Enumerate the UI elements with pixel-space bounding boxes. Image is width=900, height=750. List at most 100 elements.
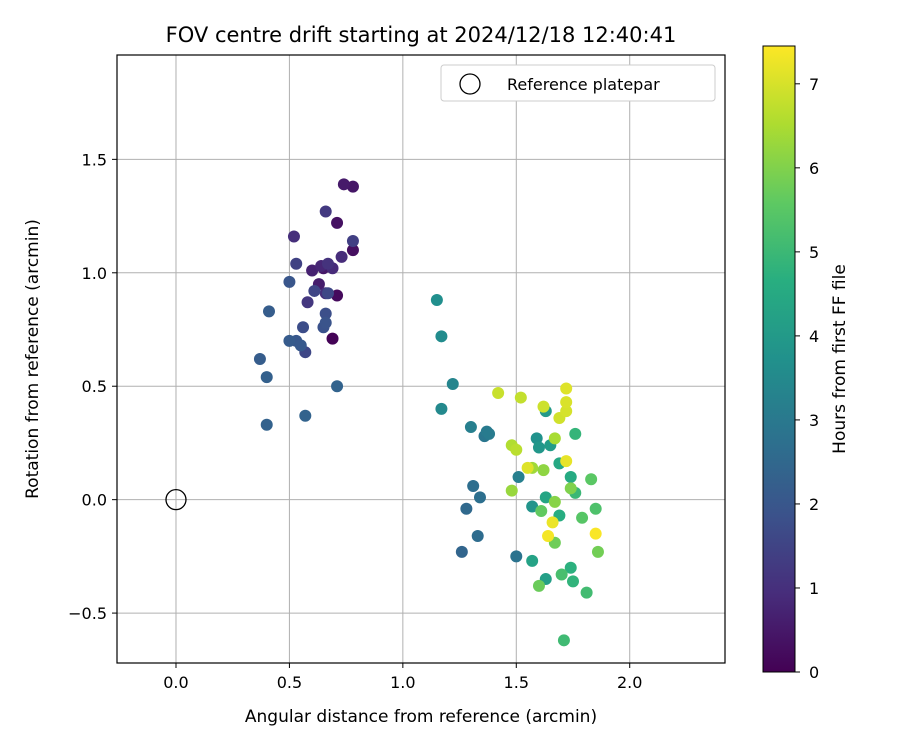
data-point	[589, 527, 602, 540]
y-tick-label: 0.0	[82, 491, 107, 510]
legend-entry-label: Reference platepar	[507, 75, 660, 94]
colorbar-tick-label: 4	[809, 327, 819, 346]
data-point	[346, 235, 359, 248]
y-tick-label: 0.5	[82, 377, 107, 396]
data-point	[555, 568, 568, 581]
data-point	[567, 575, 579, 588]
data-point	[510, 550, 523, 563]
plot-frame	[116, 54, 726, 664]
colorbar-tick-label: 2	[809, 495, 819, 514]
data-point	[526, 500, 539, 513]
data-point	[546, 516, 559, 529]
legend-reference-marker	[459, 73, 481, 95]
colorbar: 0 1 2 3 4 5 6 7 Hours from first FF file	[762, 45, 850, 682]
colorbar-gradient	[762, 45, 796, 673]
y-axis-label: Rotation from reference (arcmin)	[23, 219, 43, 499]
data-point	[430, 294, 443, 307]
x-tick-label: 0.0	[163, 673, 188, 692]
data-point	[532, 441, 545, 454]
data-point	[331, 216, 344, 229]
data-point	[263, 305, 275, 318]
reference-marker-layer	[165, 489, 187, 511]
data-point	[294, 339, 307, 352]
x-tick-label: 0.5	[277, 673, 302, 692]
data-point	[321, 257, 334, 270]
y-axis-ticks: −0.5 0.0 0.5 1.0 1.5	[68, 150, 117, 623]
data-point	[532, 579, 545, 592]
x-axis-label: Angular distance from reference (arcmin)	[245, 707, 597, 727]
data-point	[471, 529, 484, 542]
data-point	[346, 180, 359, 193]
x-axis-ticks: 0.0 0.5 1.0 1.5 2.0	[163, 663, 642, 692]
data-point	[290, 257, 303, 270]
legend: Reference platepar	[440, 64, 716, 102]
data-point	[331, 380, 344, 393]
data-point	[576, 511, 589, 524]
colorbar-tick-label: 5	[809, 243, 819, 262]
data-point	[319, 307, 332, 320]
data-point	[473, 491, 486, 504]
chart-title: FOV centre drift starting at 2024/12/18 …	[166, 23, 677, 47]
colorbar-ticks: 0 1 2 3 4 5 6 7	[795, 75, 819, 682]
data-point	[564, 482, 577, 495]
data-point	[560, 382, 573, 395]
data-point	[464, 421, 477, 434]
data-point	[299, 409, 312, 422]
data-point	[539, 491, 552, 504]
data-point	[253, 353, 266, 365]
y-tick-label: 1.5	[82, 150, 107, 169]
data-point	[306, 264, 319, 277]
y-tick-label: −0.5	[68, 604, 107, 623]
data-point	[548, 495, 561, 508]
y-tick-label: 1.0	[82, 264, 107, 283]
data-point	[537, 400, 550, 413]
x-tick-label: 1.5	[504, 673, 529, 692]
data-point	[505, 484, 518, 497]
data-point	[260, 418, 273, 431]
data-point	[548, 432, 561, 445]
reference-point-marker	[165, 489, 187, 511]
data-point	[564, 561, 577, 574]
colorbar-label: Hours from first FF file	[830, 264, 850, 454]
data-point	[455, 545, 468, 558]
data-point	[580, 586, 593, 599]
data-point	[510, 443, 523, 456]
data-point	[321, 287, 334, 300]
colorbar-tick-label: 0	[809, 663, 819, 682]
data-point	[283, 275, 296, 288]
data-point	[319, 316, 332, 329]
data-point	[287, 230, 300, 243]
x-tick-label: 1.0	[390, 673, 415, 692]
data-point	[492, 387, 505, 400]
data-point	[542, 529, 555, 542]
data-point	[319, 205, 332, 218]
data-point	[435, 330, 448, 343]
data-point	[346, 244, 359, 257]
data-point	[521, 461, 534, 474]
data-point	[326, 332, 339, 345]
data-points	[253, 178, 604, 647]
data-point	[446, 377, 459, 390]
data-point	[591, 545, 604, 558]
data-point	[483, 427, 496, 440]
data-point	[530, 432, 543, 445]
data-point	[467, 480, 480, 493]
data-point	[514, 391, 527, 404]
data-point	[560, 396, 573, 409]
data-point	[512, 470, 525, 483]
data-point	[557, 634, 570, 647]
data-point	[435, 402, 448, 415]
data-point	[569, 427, 582, 440]
data-point	[260, 371, 273, 384]
data-point	[301, 296, 314, 309]
data-point	[560, 455, 573, 468]
colorbar-tick-label: 7	[809, 75, 819, 94]
data-point	[460, 502, 473, 515]
legend-box	[440, 64, 716, 102]
data-point	[308, 284, 321, 297]
colorbar-tick-label: 6	[809, 159, 819, 178]
data-point	[297, 321, 310, 334]
data-point	[283, 334, 296, 347]
x-tick-label: 2.0	[617, 673, 642, 692]
